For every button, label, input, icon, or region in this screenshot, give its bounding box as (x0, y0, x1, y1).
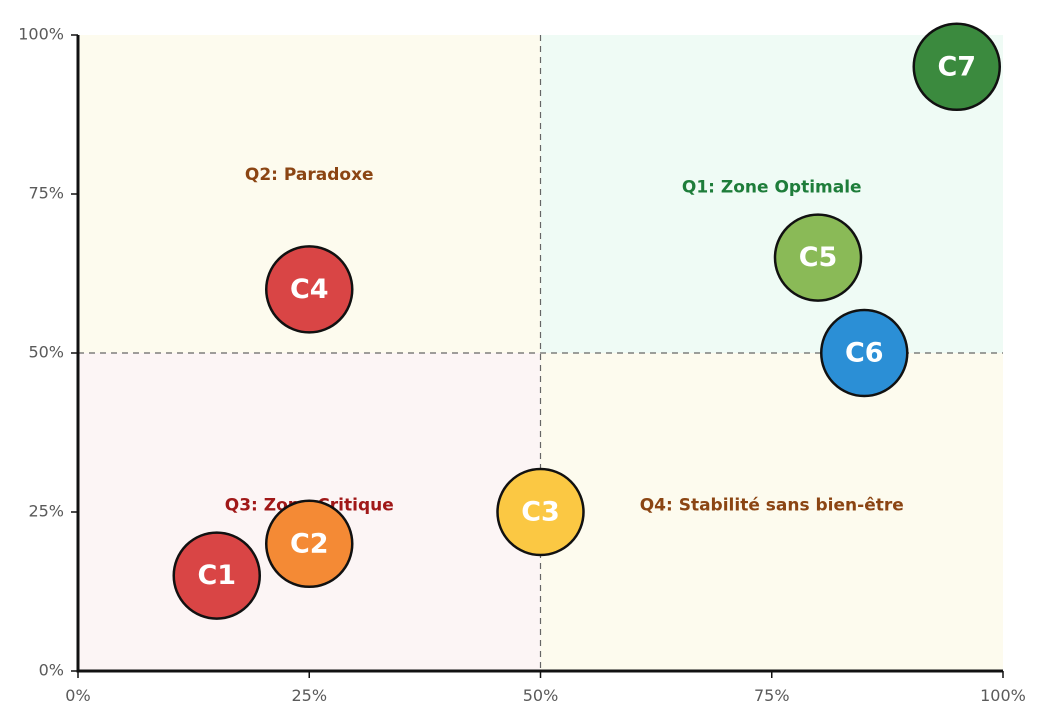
bubble-label-c7: C7 (937, 51, 976, 82)
bubble-c6: C6 (820, 308, 909, 398)
quadrant-q4-background (540, 353, 1003, 671)
bubble-circle-c4 (265, 245, 354, 334)
bubble-label-c2: C2 (290, 528, 329, 559)
y-tick-label: 100% (18, 25, 64, 44)
x-tick-label: 50% (523, 686, 559, 705)
x-tick-label: 75% (754, 686, 790, 705)
y-tick-label: 25% (28, 502, 64, 521)
bubble-circle-c3 (496, 467, 585, 557)
bubble-circle-c7 (912, 22, 1001, 112)
bubble-c4: C4 (265, 245, 354, 334)
y-tick-label: 0% (39, 661, 64, 680)
x-tick-label: 25% (291, 686, 327, 705)
bubble-label-c6: C6 (845, 338, 884, 369)
bubble-c3: C3 (496, 467, 585, 557)
bubble-circle-c2 (265, 499, 354, 589)
bubble-c2: C2 (265, 499, 354, 589)
bubble-c7: C7 (912, 22, 1001, 112)
bubble-label-c5: C5 (799, 242, 838, 273)
bubble-circle-c5 (773, 213, 863, 302)
quadrant-q4-label: Q4: Stabilité sans bien-être (640, 496, 904, 516)
y-tick-label: 50% (28, 343, 64, 362)
bubble-label-c4: C4 (290, 274, 329, 305)
bubble-label-c1: C1 (197, 560, 236, 591)
quadrant-q2-label: Q2: Paradoxe (245, 165, 374, 185)
bubble-label-c3: C3 (521, 497, 560, 528)
bubble-c5: C5 (773, 213, 863, 302)
y-tick-label: 75% (28, 184, 64, 203)
data-points: C1 C2 C3 C4 C5 C6 C7 (172, 22, 1001, 620)
x-tick-label: 100% (980, 686, 1026, 705)
bubble-c1: C1 (172, 531, 261, 620)
x-tick-label: 0% (65, 686, 90, 705)
axes: 0% 25% 50% 75% 100% 0% 25% 50% 75% 100% (18, 25, 1026, 706)
bubble-circle-c6 (820, 308, 909, 398)
bubble-circle-c1 (172, 531, 261, 620)
quadrant-q1-label: Q1: Zone Optimale (682, 178, 862, 198)
